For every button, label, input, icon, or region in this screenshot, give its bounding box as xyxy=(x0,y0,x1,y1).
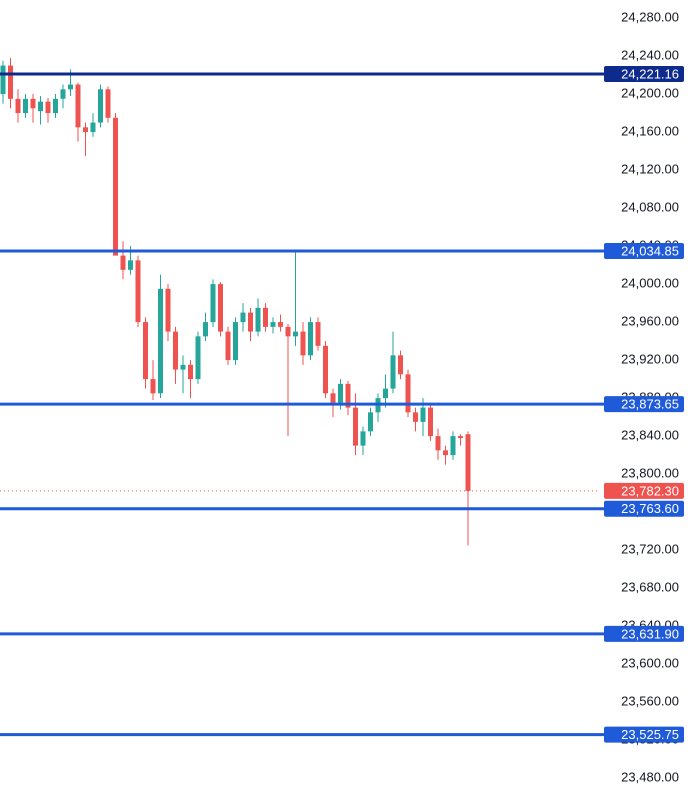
candle-body xyxy=(158,288,163,394)
y-tick-label: 23,960.00 xyxy=(621,314,679,329)
y-tick-label: 23,480.00 xyxy=(621,770,679,785)
candle-body xyxy=(105,89,111,118)
candle-body xyxy=(120,255,126,270)
candle-body xyxy=(210,284,216,323)
candle-body xyxy=(435,436,441,451)
candle-body xyxy=(315,322,321,346)
y-tick-label: 23,920.00 xyxy=(621,352,679,367)
candle-body xyxy=(8,65,13,99)
candle-body xyxy=(323,345,328,394)
y-tick-label: 23,800.00 xyxy=(621,466,679,481)
candle-body xyxy=(188,364,193,380)
candle-body xyxy=(68,84,73,90)
level-label-box xyxy=(604,625,684,642)
candle-body xyxy=(285,326,291,337)
candle-body xyxy=(383,388,388,399)
candle-body xyxy=(345,383,351,408)
level-label: 23,631.90 xyxy=(621,626,679,641)
candle-body xyxy=(45,101,51,114)
candle-body xyxy=(75,84,81,128)
candle-body xyxy=(390,355,396,389)
y-tick-label: 23,600.00 xyxy=(621,656,679,671)
y-tick-label: 24,120.00 xyxy=(621,162,679,177)
candle-body xyxy=(450,436,456,456)
candle-body xyxy=(255,307,261,332)
candle-body xyxy=(53,98,58,114)
y-tick-label: 24,160.00 xyxy=(621,124,679,139)
y-tick-label: 23,560.00 xyxy=(621,694,679,709)
y-tick-label: 24,240.00 xyxy=(621,47,679,62)
candle-body xyxy=(203,322,208,337)
level-label: 23,525.75 xyxy=(621,727,679,742)
candle-body xyxy=(150,379,156,394)
y-tick-label: 23,720.00 xyxy=(621,542,679,557)
candle-body xyxy=(30,98,36,109)
candle-body xyxy=(15,98,21,114)
candle-body xyxy=(420,407,426,422)
candle-body xyxy=(428,407,433,437)
candle-body xyxy=(263,307,268,327)
level-label: 23,873.65 xyxy=(621,397,679,412)
level-label-box xyxy=(604,500,684,517)
candle-body xyxy=(38,101,43,112)
candle-body xyxy=(278,322,283,327)
candle-body xyxy=(308,322,313,356)
candle-body xyxy=(398,355,403,375)
candle-body xyxy=(233,322,238,361)
candle-body xyxy=(143,322,148,380)
candle-body xyxy=(173,331,178,370)
candle-body xyxy=(240,312,246,323)
candle-body xyxy=(338,383,343,403)
candle-body xyxy=(60,89,66,99)
candle-body xyxy=(293,331,298,337)
level-label: 23,763.60 xyxy=(621,501,679,516)
candle-body xyxy=(83,127,88,133)
candle-body xyxy=(443,450,448,456)
candle-body xyxy=(90,122,96,133)
last-price-label: 23,782.30 xyxy=(621,483,679,498)
level-label-box xyxy=(604,396,684,413)
y-tick-label: 23,840.00 xyxy=(621,428,679,443)
y-tick-label: 24,080.00 xyxy=(621,200,679,215)
candle-body xyxy=(128,260,133,270)
candle-body xyxy=(368,412,373,432)
candle-body xyxy=(270,322,276,327)
candle-body xyxy=(458,436,463,439)
candle-body xyxy=(113,117,118,256)
candle-body xyxy=(353,407,358,446)
candle-body xyxy=(300,331,306,356)
level-label-box xyxy=(604,242,684,259)
level-label: 24,034.85 xyxy=(621,243,679,258)
candle-body xyxy=(165,288,171,332)
candle-body xyxy=(218,284,223,332)
y-tick-label: 24,000.00 xyxy=(621,276,679,291)
level-label-box xyxy=(604,726,684,743)
candle-body xyxy=(360,431,366,446)
last-price-box xyxy=(604,482,684,499)
candle-body xyxy=(23,98,28,114)
candle-body xyxy=(135,260,141,323)
candle-body xyxy=(465,434,471,491)
candle-body xyxy=(98,89,103,123)
candle-body xyxy=(180,364,186,370)
level-label: 24,221.16 xyxy=(621,66,679,81)
candle-body xyxy=(413,412,418,422)
y-tick-label: 24,280.00 xyxy=(621,9,679,24)
candle-body xyxy=(330,393,336,403)
y-tick-label: 24,200.00 xyxy=(621,85,679,100)
candle-body xyxy=(0,65,6,95)
candle-body xyxy=(405,374,411,413)
level-label-box xyxy=(604,65,684,82)
y-tick-label: 23,680.00 xyxy=(621,580,679,595)
candle-body xyxy=(248,312,253,332)
candle-body xyxy=(225,331,231,361)
candle-body xyxy=(195,336,201,380)
